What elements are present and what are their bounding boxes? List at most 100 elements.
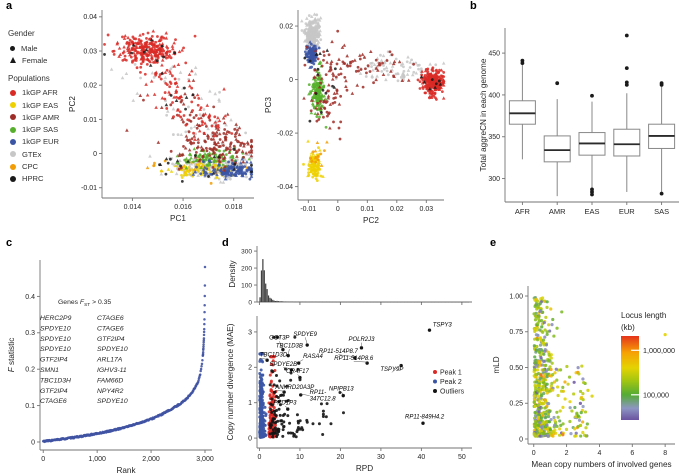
gene-label: POLR2J3 <box>348 337 375 343</box>
y-axis-label: PC2 <box>68 96 77 112</box>
rpd-mae-scatter: 0 10 20 30 40 50 0 1 2 3 RPD Copy number divergence… <box>226 316 472 473</box>
amr-dot-icon <box>10 114 16 121</box>
legend-item-gtex: GTEx <box>8 148 103 160</box>
svg-text:-0.02: -0.02 <box>277 130 293 137</box>
gene-label: TSPY3 <box>433 323 453 329</box>
svg-text:GTF2IP4: GTF2IP4 <box>97 336 125 343</box>
legend-label-female: Female <box>22 55 48 65</box>
legend-item-male: Male <box>8 42 103 54</box>
points-hprc <box>160 72 195 111</box>
tick-labels: 0 100 200 300 Density <box>228 248 252 306</box>
box-EAS <box>578 93 606 197</box>
svg-text:FAM66D: FAM66D <box>97 377 123 384</box>
svg-text:2,000: 2,000 <box>142 456 160 463</box>
points-hprc <box>103 53 106 56</box>
points-afr <box>133 54 234 141</box>
pca-legend: Gender Male Female Populations 1kGP AFR 1… <box>8 22 103 185</box>
svg-text:0.25: 0.25 <box>509 401 523 408</box>
hprc-dot-icon <box>10 175 16 182</box>
svg-text:0: 0 <box>93 151 97 158</box>
legend-label: 1kGP EUR <box>22 137 59 147</box>
svg-text:400: 400 <box>488 92 500 99</box>
svg-text:SPDYE10: SPDYE10 <box>40 336 71 343</box>
points-eas <box>302 139 325 182</box>
box-EUR <box>613 33 641 192</box>
panel-label-e: e <box>490 237 497 249</box>
svg-text:0: 0 <box>532 450 536 457</box>
points-cpc <box>309 140 329 167</box>
legend-item-1kgp-eur: 1kGP EUR <box>8 136 103 148</box>
svg-text:0: 0 <box>248 435 252 442</box>
gtex-dot-icon <box>10 151 16 158</box>
svg-text:0.03: 0.03 <box>419 206 433 213</box>
category-labels: AFR AMR EAS EUR SAS <box>515 207 669 216</box>
svg-text:40: 40 <box>417 454 425 461</box>
sas-dot-icon <box>10 126 16 133</box>
box-AFR <box>508 58 536 160</box>
svg-text:0: 0 <box>257 454 261 461</box>
svg-text:CTAGE6: CTAGE6 <box>97 315 124 322</box>
population-legend-items: 1kGP AFR 1kGP EAS 1kGP AMR 1kGP SAS 1kGP EUR… <box>8 87 103 185</box>
x-axis-label: PC1 <box>170 214 186 223</box>
svg-text:AFR: AFR <box>515 207 531 216</box>
axes <box>295 10 444 203</box>
legend-label: 1kGP AMR <box>22 112 60 122</box>
legend-label-male: Male <box>21 43 38 53</box>
fst-rank-plot: 0 1,000 2,000 3,000 0 0.1 0.2 0.3 0.4 Rank F stati… <box>7 260 214 474</box>
svg-text:SAS: SAS <box>654 207 669 216</box>
points-hprc <box>130 37 177 67</box>
gene-label: TBC1D3D <box>260 353 288 359</box>
colorbar-tick-label: 100,000 <box>643 390 669 399</box>
mld-scatter: 0 2 4 6 8 0 0.25 0.50 0.75 1.00 Mean copy numbers … <box>492 286 675 469</box>
legend-label: 1kGP EAS <box>22 100 59 110</box>
tick-labels: 0.014 0.016 0.018 -0.01 0 0.01 0.02 0.03 0.04 PC1… <box>68 14 243 223</box>
svg-text:0.018: 0.018 <box>225 204 243 211</box>
axes <box>254 316 472 451</box>
svg-text:0.014: 0.014 <box>124 204 142 211</box>
pca-plot-pc1-pc2: 0.014 0.016 0.018 -0.01 0 0.01 0.02 0.03 0.04 PC1… <box>68 10 254 223</box>
gene-label: RP11-514P8.6 <box>334 356 374 362</box>
svg-text:0.1: 0.1 <box>25 403 35 410</box>
y-axis-label: Density <box>228 259 237 287</box>
svg-text:-0.01: -0.01 <box>81 185 97 192</box>
x-axis-label: PC2 <box>363 216 379 225</box>
cpc-dot-icon <box>10 163 16 170</box>
legend-item-cpc: CPC <box>8 160 103 172</box>
svg-text:1,000: 1,000 <box>88 456 106 463</box>
svg-text:6: 6 <box>630 450 634 457</box>
svg-text:0.2: 0.2 <box>25 367 35 374</box>
svg-text:8: 8 <box>663 450 667 457</box>
svg-text:SPDYE10: SPDYE10 <box>40 325 71 332</box>
rpd-density-plot: 0 100 200 300 Density <box>228 246 472 306</box>
legend-item-1kgp-afr: 1kGP AFR <box>8 87 103 99</box>
peak-legend: Peak 1 Peak 2 Outliers <box>433 369 465 395</box>
density-bars <box>259 259 469 303</box>
gene-label: OR4F17 <box>286 369 309 375</box>
tick-labels: -0.01 0 0.01 0.02 0.03 -0.04 -0.02 0 0.02 PC2 PC3 <box>264 23 433 225</box>
svg-text:0: 0 <box>519 436 523 443</box>
afr-dot-icon <box>10 89 16 96</box>
svg-text:EUR: EUR <box>619 207 635 216</box>
panel-label-d: d <box>222 237 229 249</box>
fst-curve-points <box>41 265 207 444</box>
svg-text:CTAGE6: CTAGE6 <box>97 325 124 332</box>
svg-text:0.02: 0.02 <box>279 23 293 30</box>
locus-length-colorbar: Locus length (kb) 1,000,000 100,000 <box>621 311 675 420</box>
gene-list-annotation: Genes FST > 0.35 HERC2P9 SPDYE10 SPDYE10 SPD… <box>40 299 128 405</box>
svg-text:2: 2 <box>565 450 569 457</box>
box-AMR <box>543 81 571 197</box>
svg-text:0.01: 0.01 <box>361 206 375 213</box>
x-axis-label: RPD <box>356 464 373 473</box>
svg-text:(kb): (kb) <box>621 323 635 332</box>
points-hprc <box>303 48 337 123</box>
svg-text:Outliers: Outliers <box>440 388 465 395</box>
panel-label-c: c <box>6 237 13 249</box>
axes <box>525 286 675 447</box>
y-axis-label: Total aggreCN in each genome <box>479 58 488 171</box>
svg-text:0: 0 <box>41 456 45 463</box>
points-amr <box>138 78 237 148</box>
svg-text:0.02: 0.02 <box>390 206 404 213</box>
svg-text:0.04: 0.04 <box>83 14 97 21</box>
